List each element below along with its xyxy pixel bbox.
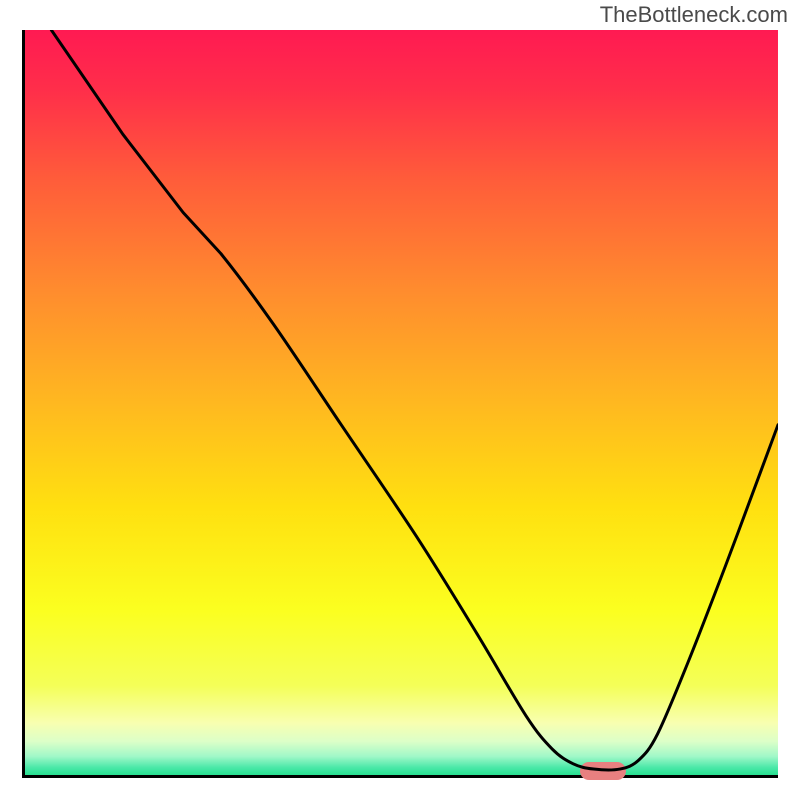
watermark-text: TheBottleneck.com (600, 2, 788, 28)
bottleneck-chart (22, 30, 778, 778)
bottleneck-curve (25, 30, 778, 775)
